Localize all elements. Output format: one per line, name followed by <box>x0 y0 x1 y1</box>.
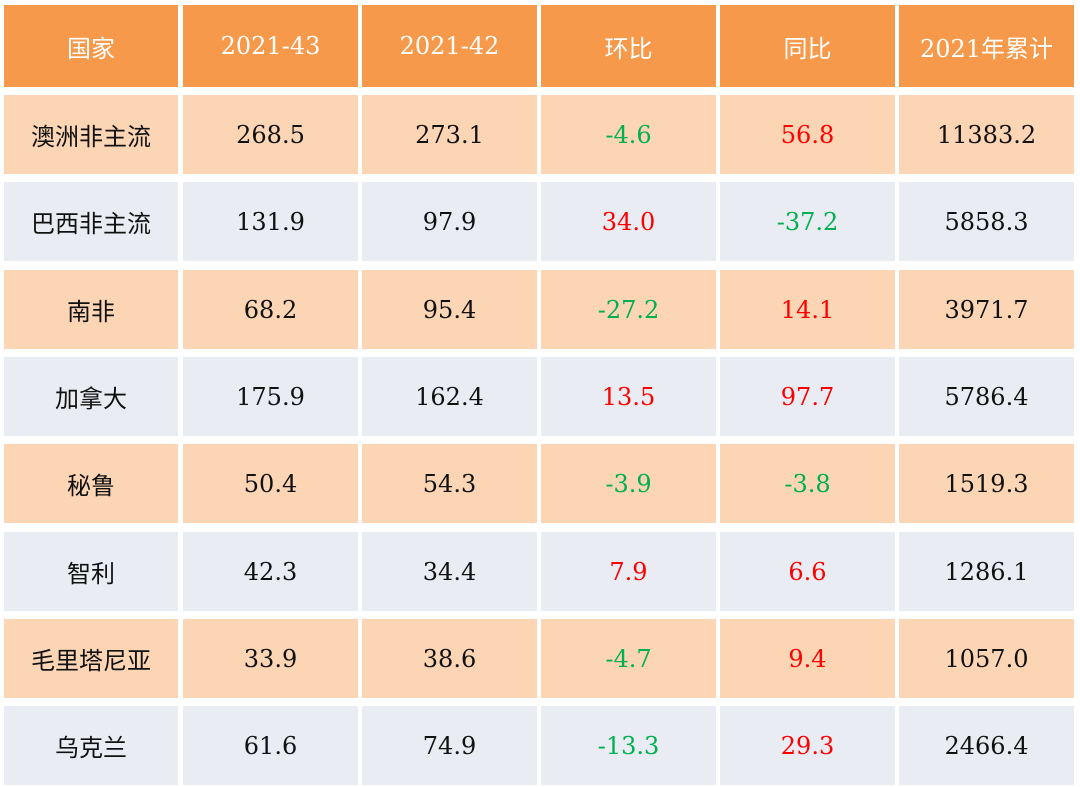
table-cell-week-42: 162.4 <box>362 357 537 436</box>
table-cell-ytd: 3971.7 <box>899 270 1074 349</box>
header-cell-yoy: 同比 <box>720 5 895 87</box>
table-cell-wow: -3.9 <box>541 444 716 523</box>
header-cell-ytd: 2021年累计 <box>899 5 1074 87</box>
table-cell-week-43: 33.9 <box>183 619 358 698</box>
table-cell-yoy: -3.8 <box>720 444 895 523</box>
table-cell-ytd: 11383.2 <box>899 95 1074 174</box>
table-cell-week-43: 42.3 <box>183 532 358 611</box>
table-cell-country: 澳洲非主流 <box>4 95 178 174</box>
table-cell-week-42: 97.9 <box>362 182 537 261</box>
table-cell-ytd: 1286.1 <box>899 532 1074 611</box>
table-cell-yoy: 97.7 <box>720 357 895 436</box>
table-cell-week-43: 61.6 <box>183 706 358 785</box>
table-cell-week-43: 131.9 <box>183 182 358 261</box>
table-cell-ytd: 5858.3 <box>899 182 1074 261</box>
table-cell-week-42: 54.3 <box>362 444 537 523</box>
table-cell-yoy: 9.4 <box>720 619 895 698</box>
table-cell-week-42: 74.9 <box>362 706 537 785</box>
table-cell-week-42: 273.1 <box>362 95 537 174</box>
table-cell-wow: 34.0 <box>541 182 716 261</box>
table-cell-ytd: 1519.3 <box>899 444 1074 523</box>
table-cell-yoy: -37.2 <box>720 182 895 261</box>
table-cell-wow: 13.5 <box>541 357 716 436</box>
table-cell-week-43: 175.9 <box>183 357 358 436</box>
table-cell-wow: -4.7 <box>541 619 716 698</box>
table-cell-country: 南非 <box>4 270 178 349</box>
table-cell-country: 秘鲁 <box>4 444 178 523</box>
table-cell-week-42: 38.6 <box>362 619 537 698</box>
table-cell-wow: -4.6 <box>541 95 716 174</box>
table-cell-wow: -27.2 <box>541 270 716 349</box>
table-cell-yoy: 14.1 <box>720 270 895 349</box>
header-cell-wow: 环比 <box>541 5 716 87</box>
table-cell-week-42: 95.4 <box>362 270 537 349</box>
header-cell-week-42: 2021-42 <box>362 5 537 87</box>
table-cell-week-43: 268.5 <box>183 95 358 174</box>
table-cell-week-43: 68.2 <box>183 270 358 349</box>
table-cell-week-42: 34.4 <box>362 532 537 611</box>
table-cell-yoy: 56.8 <box>720 95 895 174</box>
table-cell-week-43: 50.4 <box>183 444 358 523</box>
table-cell-wow: 7.9 <box>541 532 716 611</box>
table-cell-yoy: 29.3 <box>720 706 895 785</box>
table-cell-ytd: 5786.4 <box>899 357 1074 436</box>
table-cell-country: 加拿大 <box>4 357 178 436</box>
table-cell-country: 毛里塔尼亚 <box>4 619 178 698</box>
table-cell-ytd: 2466.4 <box>899 706 1074 785</box>
table-cell-country: 智利 <box>4 532 178 611</box>
header-cell-country: 国家 <box>4 5 178 87</box>
table-cell-ytd: 1057.0 <box>899 619 1074 698</box>
table-cell-wow: -13.3 <box>541 706 716 785</box>
table-cell-country: 乌克兰 <box>4 706 178 785</box>
header-cell-week-43: 2021-43 <box>183 5 358 87</box>
table-cell-country: 巴西非主流 <box>4 182 178 261</box>
table-cell-yoy: 6.6 <box>720 532 895 611</box>
